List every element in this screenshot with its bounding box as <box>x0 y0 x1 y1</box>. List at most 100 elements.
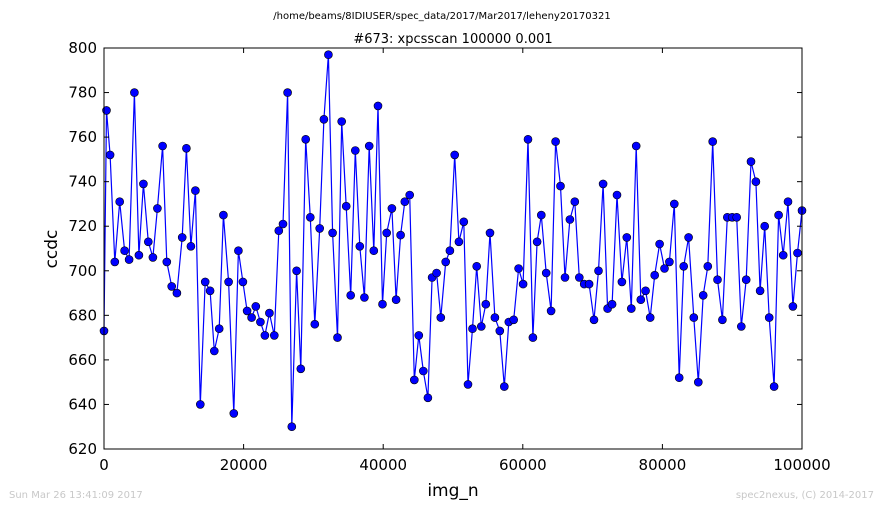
data-point <box>378 299 387 309</box>
x-tick-label: 60000 <box>499 456 547 474</box>
data-point <box>120 246 129 255</box>
data-point <box>570 197 580 206</box>
data-point <box>783 197 793 206</box>
data-point <box>105 150 115 160</box>
y-tick-label: 760 <box>68 128 97 146</box>
data-point <box>110 257 120 267</box>
data-point <box>423 393 433 403</box>
data-point <box>130 88 139 97</box>
data-point <box>650 270 660 280</box>
data-point <box>124 255 134 264</box>
chart-title: #673: xpcsscan 100000 0.001 <box>353 32 552 47</box>
data-point <box>698 290 708 300</box>
x-axis: 0 20000 40000 60000 80000 100000 <box>99 48 831 474</box>
data-point <box>556 181 565 191</box>
data-point <box>210 346 219 356</box>
data-point <box>636 295 646 305</box>
data-point <box>703 261 713 271</box>
data-point <box>229 409 239 418</box>
series-line <box>103 54 803 427</box>
data-point <box>463 380 473 389</box>
data-point <box>134 250 144 260</box>
data-point <box>414 331 424 340</box>
data-point <box>310 319 320 329</box>
data-point <box>679 261 689 271</box>
data-point <box>693 377 703 387</box>
chart-suptitle: /home/beams/8IDIUSER/spec_data/2017/Mar2… <box>273 11 610 22</box>
data-point <box>167 282 176 291</box>
data-point <box>760 221 770 231</box>
data-point <box>472 261 482 271</box>
data-point <box>441 257 451 267</box>
data-point <box>645 313 655 322</box>
data-point <box>485 228 495 238</box>
data-point <box>476 322 486 331</box>
data-point <box>269 331 279 340</box>
data-point <box>732 213 742 222</box>
data-point <box>594 266 603 276</box>
data-point <box>234 246 243 255</box>
data-point <box>346 290 356 300</box>
data-point <box>186 242 196 251</box>
data-point <box>541 268 551 278</box>
data-point <box>674 373 684 383</box>
data-point <box>115 197 124 206</box>
data-point <box>418 366 428 376</box>
y-axis: 620 640 660 680 700 720 740 760 780 800 <box>68 39 802 458</box>
data-point <box>481 299 491 309</box>
data-point <box>319 115 329 124</box>
data-point <box>238 277 248 287</box>
data-point <box>337 117 347 126</box>
data-point <box>292 266 301 276</box>
x-axis-label: img_n <box>427 481 478 501</box>
data-point <box>360 293 369 302</box>
data-point <box>301 135 311 144</box>
data-point <box>528 333 538 342</box>
data-point <box>793 248 802 258</box>
data-point <box>265 308 274 318</box>
data-point <box>660 264 669 273</box>
data-point <box>177 233 187 242</box>
data-point <box>551 137 560 146</box>
data-point <box>251 302 261 311</box>
data-point <box>713 275 722 285</box>
data-point <box>328 228 337 238</box>
data-point <box>689 313 699 322</box>
x-tick-label: 80000 <box>639 456 687 474</box>
data-point <box>158 141 167 151</box>
data-point <box>219 210 228 220</box>
data-point <box>736 322 746 331</box>
data-point <box>287 422 297 432</box>
data-point <box>778 250 788 260</box>
y-tick-label: 620 <box>68 440 97 458</box>
data-point <box>445 246 455 255</box>
data-point <box>718 315 727 325</box>
data-point <box>589 315 599 325</box>
data-point <box>436 313 446 322</box>
data-point <box>774 210 783 220</box>
data-point <box>405 190 415 200</box>
data-point <box>182 144 191 153</box>
x-tick-label: 40000 <box>359 456 407 474</box>
data-point <box>247 313 256 322</box>
data-point <box>153 204 162 213</box>
data-point <box>622 233 632 242</box>
data-point <box>617 277 627 287</box>
data-point <box>450 150 460 160</box>
y-tick-label: 800 <box>68 39 97 57</box>
data-point <box>373 101 383 111</box>
data-point <box>274 226 284 235</box>
data-point <box>631 141 641 151</box>
data-point <box>755 286 765 296</box>
data-point <box>560 273 570 282</box>
y-tick-label: 680 <box>68 306 97 324</box>
data-point <box>148 253 158 262</box>
data-point <box>172 288 182 298</box>
data-point <box>708 137 718 146</box>
data-point <box>565 215 575 224</box>
y-tick-label: 640 <box>68 395 97 413</box>
data-point <box>315 224 325 233</box>
plot-frame <box>103 47 803 450</box>
data-point <box>574 273 584 282</box>
